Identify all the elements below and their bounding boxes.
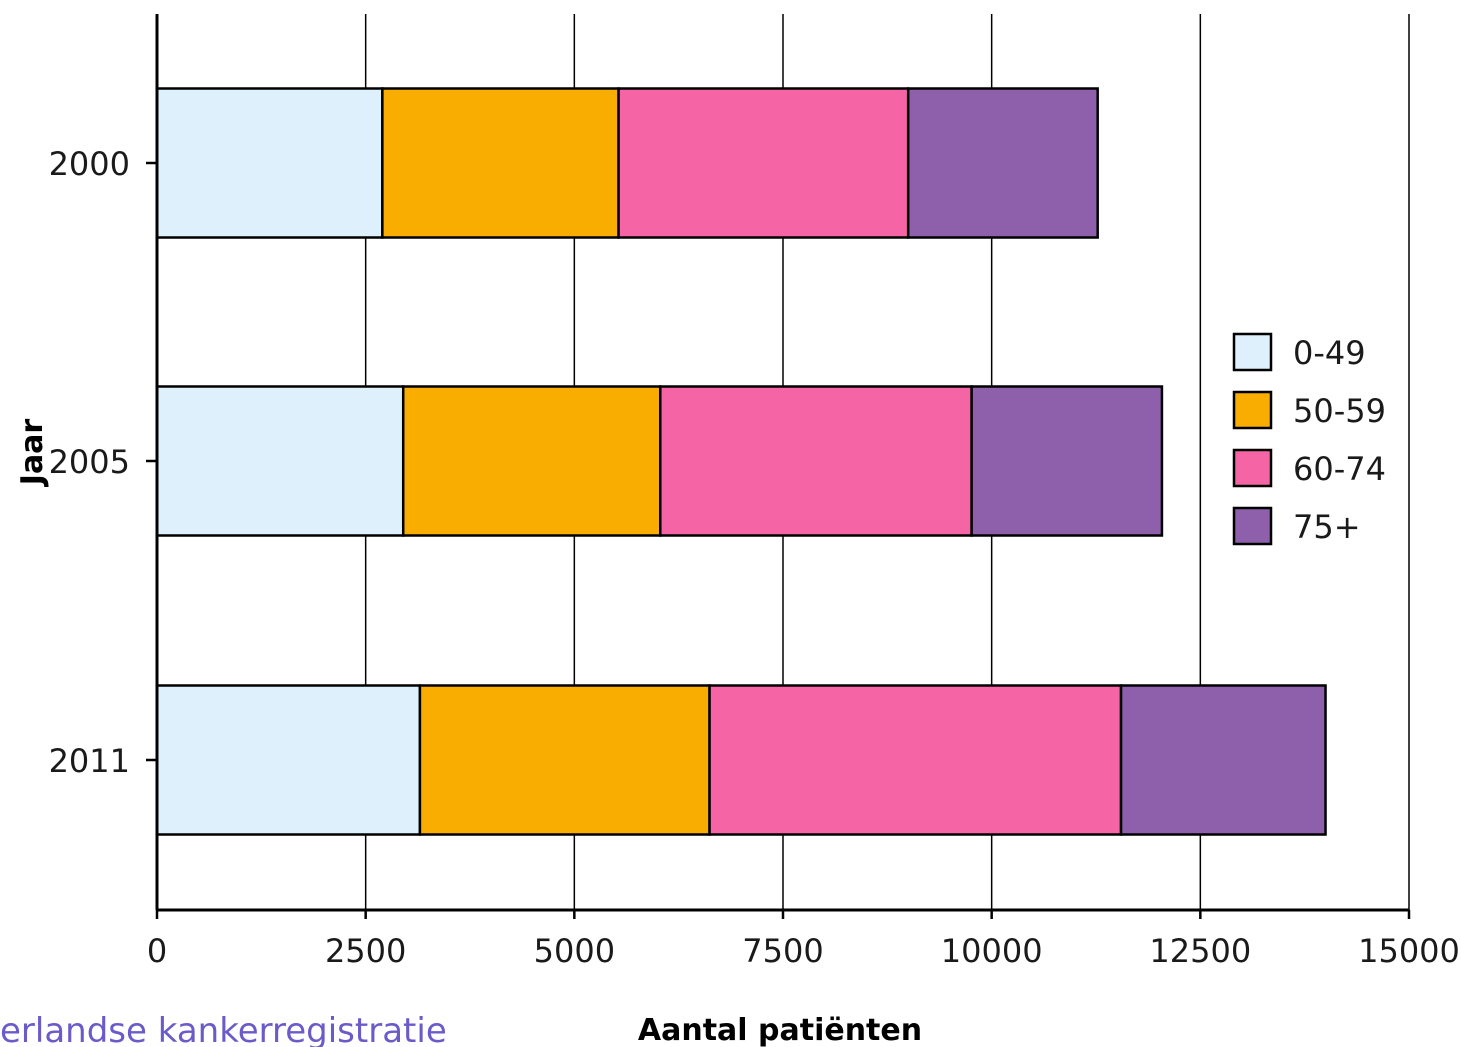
bar-segment xyxy=(908,89,1097,238)
bar-segment xyxy=(1121,686,1325,835)
bar-segment xyxy=(403,387,660,536)
legend-swatch xyxy=(1234,334,1271,370)
bar-segment xyxy=(382,89,618,238)
y-tick-label: 2011 xyxy=(49,742,130,780)
bars xyxy=(157,89,1326,835)
bar-segment xyxy=(157,686,420,835)
legend-swatch xyxy=(1234,392,1271,428)
x-tick-label: 12500 xyxy=(1149,932,1251,970)
y-axis-title: Jaar xyxy=(15,419,50,488)
bar-segment xyxy=(619,89,909,238)
tick-labels: 0 2500 5000 7500 10000 12500 15000 2000 2005 2011 xyxy=(49,145,1460,970)
legend-swatch xyxy=(1234,508,1271,544)
legend-label: 0-49 xyxy=(1293,334,1366,372)
y-tick-label: 2000 xyxy=(49,145,130,183)
x-tick-label: 7500 xyxy=(742,932,823,970)
bar-segment xyxy=(420,686,710,835)
bar-segment xyxy=(157,89,382,238)
bar-segment xyxy=(972,387,1162,536)
x-tick-label: 0 xyxy=(147,932,167,970)
y-tick-label: 2005 xyxy=(49,443,130,481)
legend-swatch xyxy=(1234,450,1271,486)
footer-source-text: erlandse kankerregistratie xyxy=(0,1011,447,1047)
x-tick-label: 2500 xyxy=(325,932,406,970)
x-tick-label: 15000 xyxy=(1358,932,1460,970)
x-tick-label: 5000 xyxy=(534,932,615,970)
x-tick-label: 10000 xyxy=(941,932,1043,970)
legend-label: 60-74 xyxy=(1293,450,1386,488)
bar-segment xyxy=(660,387,971,536)
bar-segment xyxy=(710,686,1121,835)
legend-label: 75+ xyxy=(1293,508,1361,546)
bar-segment xyxy=(157,387,403,536)
legend: 0-49 50-59 60-74 75+ xyxy=(1234,334,1386,546)
legend-label: 50-59 xyxy=(1293,392,1386,430)
x-axis-title: Aantal patiënten xyxy=(638,1013,922,1047)
